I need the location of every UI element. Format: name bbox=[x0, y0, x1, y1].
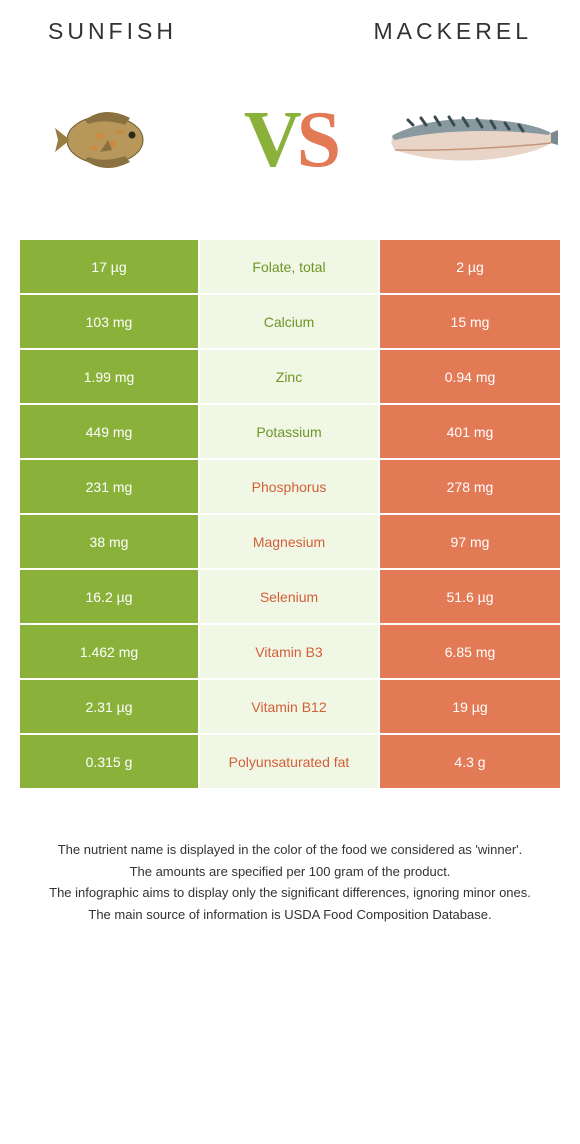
right-value: 4.3 g bbox=[380, 735, 560, 790]
sunfish-icon bbox=[50, 100, 170, 180]
table-row: 1.99 mgZinc0.94 mg bbox=[20, 350, 560, 405]
left-value: 103 mg bbox=[20, 295, 200, 350]
nutrient-label: Potassium bbox=[200, 405, 380, 460]
nutrient-label: Magnesium bbox=[200, 515, 380, 570]
nutrient-label: Phosphorus bbox=[200, 460, 380, 515]
table-row: 38 mgMagnesium97 mg bbox=[20, 515, 560, 570]
left-value: 1.462 mg bbox=[20, 625, 200, 680]
footer-notes: The nutrient name is displayed in the co… bbox=[0, 790, 580, 924]
left-value: 2.31 µg bbox=[20, 680, 200, 735]
vs-label: VS bbox=[244, 95, 336, 186]
left-value: 17 µg bbox=[20, 240, 200, 295]
table-row: 2.31 µgVitamin B1219 µg bbox=[20, 680, 560, 735]
right-food-title: Mackerel bbox=[373, 18, 532, 45]
right-value: 51.6 µg bbox=[380, 570, 560, 625]
comparison-table: 17 µgFolate, total2 µg103 mgCalcium15 mg… bbox=[20, 240, 560, 790]
footer-line-1: The nutrient name is displayed in the co… bbox=[30, 840, 550, 860]
nutrient-label: Vitamin B12 bbox=[200, 680, 380, 735]
vs-s: S bbox=[297, 96, 337, 184]
nutrient-label: Zinc bbox=[200, 350, 380, 405]
table-row: 449 mgPotassium401 mg bbox=[20, 405, 560, 460]
mackerel-image bbox=[380, 80, 560, 200]
right-value: 2 µg bbox=[380, 240, 560, 295]
nutrient-label: Polyunsaturated fat bbox=[200, 735, 380, 790]
table-row: 17 µgFolate, total2 µg bbox=[20, 240, 560, 295]
right-value: 278 mg bbox=[380, 460, 560, 515]
footer-line-2: The amounts are specified per 100 gram o… bbox=[30, 862, 550, 882]
table-row: 231 mgPhosphorus278 mg bbox=[20, 460, 560, 515]
left-value: 38 mg bbox=[20, 515, 200, 570]
left-value: 1.99 mg bbox=[20, 350, 200, 405]
images-row: VS bbox=[0, 55, 580, 240]
nutrient-label: Vitamin B3 bbox=[200, 625, 380, 680]
table-row: 1.462 mgVitamin B36.85 mg bbox=[20, 625, 560, 680]
right-value: 97 mg bbox=[380, 515, 560, 570]
right-value: 0.94 mg bbox=[380, 350, 560, 405]
left-value: 16.2 µg bbox=[20, 570, 200, 625]
nutrient-label: Selenium bbox=[200, 570, 380, 625]
nutrient-label: Calcium bbox=[200, 295, 380, 350]
footer-line-4: The main source of information is USDA F… bbox=[30, 905, 550, 925]
left-food-title: Sunfish bbox=[48, 18, 177, 45]
table-row: 0.315 gPolyunsaturated fat4.3 g bbox=[20, 735, 560, 790]
right-value: 15 mg bbox=[380, 295, 560, 350]
left-value: 231 mg bbox=[20, 460, 200, 515]
sunfish-image bbox=[20, 80, 200, 200]
right-value: 19 µg bbox=[380, 680, 560, 735]
footer-line-3: The infographic aims to display only the… bbox=[30, 883, 550, 903]
mackerel-icon bbox=[383, 95, 558, 185]
table-row: 103 mgCalcium15 mg bbox=[20, 295, 560, 350]
table-row: 16.2 µgSelenium51.6 µg bbox=[20, 570, 560, 625]
header-row: Sunfish Mackerel bbox=[0, 0, 580, 55]
right-value: 6.85 mg bbox=[380, 625, 560, 680]
left-value: 449 mg bbox=[20, 405, 200, 460]
nutrient-label: Folate, total bbox=[200, 240, 380, 295]
left-value: 0.315 g bbox=[20, 735, 200, 790]
vs-v: V bbox=[244, 96, 297, 184]
right-value: 401 mg bbox=[380, 405, 560, 460]
